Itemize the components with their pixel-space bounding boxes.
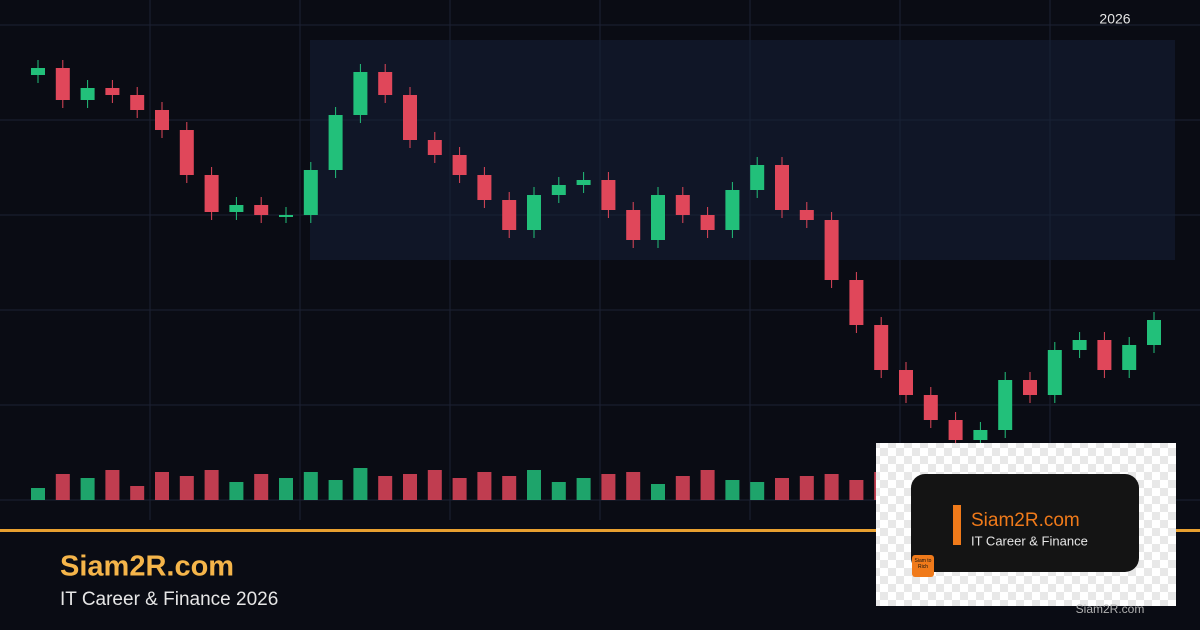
candle-body	[303, 170, 318, 215]
candle-body	[254, 205, 269, 215]
volume-bar	[229, 482, 244, 500]
logo-text: Siam to Rich	[914, 558, 932, 570]
candle-body	[973, 430, 988, 440]
volume-bar	[179, 476, 194, 500]
candle-body	[1072, 340, 1087, 350]
volume-bar	[725, 480, 740, 500]
volume-bar	[750, 482, 765, 500]
volume-bar	[403, 474, 417, 500]
candle-body	[899, 370, 913, 395]
candle-body	[675, 195, 690, 215]
candle-body	[1047, 350, 1062, 395]
volume-bar	[502, 476, 517, 500]
volume-bar	[31, 488, 45, 500]
candle-body	[576, 180, 591, 185]
candle-body	[55, 68, 70, 100]
footer: Siam2R.com	[1076, 602, 1145, 616]
logo-text-box: Siam to Rich	[914, 558, 932, 570]
divider	[0, 529, 1200, 532]
band-area	[310, 40, 1175, 260]
volume-bar	[527, 470, 541, 500]
candle-body	[998, 380, 1013, 430]
volume-bar	[328, 480, 343, 500]
volume-bar	[353, 468, 368, 500]
volume-bar	[254, 474, 269, 500]
candle-body	[229, 205, 244, 212]
volume-bar	[675, 476, 690, 500]
volume-bar	[105, 470, 120, 500]
candle-body	[1122, 345, 1137, 370]
candle-body	[948, 420, 963, 440]
candle-body	[204, 175, 219, 212]
candle-body	[1147, 320, 1161, 345]
card-accent	[953, 505, 961, 545]
candle-body	[155, 110, 169, 130]
candle-body	[750, 165, 765, 190]
candle-body	[700, 215, 715, 230]
candle-body	[80, 88, 95, 100]
candle-body	[923, 395, 938, 420]
volume-bar	[775, 478, 789, 500]
candle-body	[874, 325, 889, 370]
volume-bar	[55, 474, 70, 500]
candle-body	[502, 200, 517, 230]
candle-body	[328, 115, 343, 170]
volume-bar	[155, 472, 169, 500]
brand-subtitle: IT Career & Finance 2026	[60, 589, 278, 610]
candle-body	[1097, 340, 1112, 370]
candle-body	[179, 130, 194, 175]
volume-bar	[576, 478, 591, 500]
candle-body	[427, 140, 442, 155]
candle-body	[477, 175, 492, 200]
volume-bar	[204, 470, 219, 500]
candle-body	[824, 220, 839, 280]
candle-body	[31, 68, 45, 75]
volume-bar	[279, 478, 293, 500]
volume-bar	[824, 474, 839, 500]
card	[911, 474, 1139, 572]
logo	[912, 555, 934, 577]
candle-body	[849, 280, 864, 325]
volume-bar	[626, 472, 641, 500]
candle-body	[527, 195, 541, 230]
candle-body	[601, 180, 616, 210]
volume-bar	[427, 470, 442, 500]
volume-bar	[80, 478, 95, 500]
candle-body	[105, 88, 120, 95]
candle-body	[353, 72, 368, 115]
candle-body	[725, 190, 740, 230]
candle-body	[279, 215, 293, 217]
volume-bar	[700, 470, 715, 500]
volume-bar	[378, 476, 393, 500]
candle-body	[452, 155, 467, 175]
candle-body	[626, 210, 641, 240]
candle-body	[130, 95, 145, 110]
volume-bar	[130, 486, 145, 500]
volume-bar	[651, 484, 665, 500]
candle-body	[551, 185, 566, 195]
volume-bar	[601, 474, 616, 500]
volume-bar	[477, 472, 492, 500]
volume-bar	[452, 478, 467, 500]
candle-body	[651, 195, 665, 240]
volume-bar	[799, 476, 814, 500]
volume-bar	[551, 482, 566, 500]
candle-body	[378, 72, 393, 95]
volume-bar	[849, 480, 864, 500]
brand-title: Siam2R.com	[60, 551, 234, 583]
candle-body	[403, 95, 417, 140]
candle-body	[799, 210, 814, 220]
year-label: 2026	[1099, 11, 1130, 27]
volume-bar	[303, 472, 318, 500]
card-subtitle: IT Career & Finance	[971, 533, 1088, 548]
card-title: Siam2R.com	[971, 510, 1080, 531]
candle-body	[775, 165, 789, 210]
candle-body	[1023, 380, 1037, 395]
